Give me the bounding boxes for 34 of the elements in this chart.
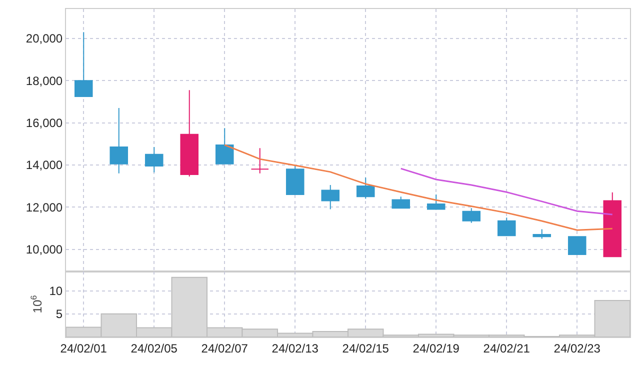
- y-tick-label: 5: [56, 307, 63, 322]
- candlestick: [321, 184, 340, 210]
- candlestick: [144, 146, 164, 173]
- candlestick: [110, 108, 128, 174]
- x-tick-label: 24/02/23: [554, 341, 601, 356]
- candlestick: [392, 196, 410, 209]
- candlestick: [532, 228, 552, 240]
- y-tick-label: 10: [49, 284, 63, 298]
- x-tick-label: 24/02/19: [412, 341, 460, 356]
- x-tick-label: 24/02/13: [272, 341, 319, 356]
- y-tick-label: 18,000: [26, 74, 63, 88]
- candlestick: [286, 166, 304, 195]
- candlestick: [462, 208, 481, 224]
- y-tick-label: 16,000: [26, 116, 63, 130]
- x-tick-label: 24/02/15: [342, 341, 390, 356]
- candlestick: [497, 217, 516, 236]
- candlestick: [568, 236, 586, 256]
- y-tick-label: 14,000: [26, 158, 63, 172]
- candlestick: [356, 177, 375, 200]
- candlestick: [215, 128, 234, 164]
- x-tick-label: 24/02/01: [60, 341, 108, 356]
- candlestick: [74, 32, 93, 97]
- x-tick-label: 24/02/05: [130, 341, 178, 356]
- y-tick-label: 20,000: [26, 32, 63, 46]
- candlestick: [426, 194, 446, 210]
- candlestick: [603, 192, 622, 258]
- y-tick-label: 10,000: [26, 242, 63, 256]
- line-series: [400, 168, 614, 216]
- candlestick: [250, 148, 270, 174]
- x-tick-label: 24/02/07: [201, 341, 248, 356]
- line-series: [224, 144, 614, 231]
- x-tick-label: 24/02/21: [483, 341, 530, 356]
- candlestick: [180, 90, 199, 178]
- y-tick-label: 12,000: [26, 200, 63, 214]
